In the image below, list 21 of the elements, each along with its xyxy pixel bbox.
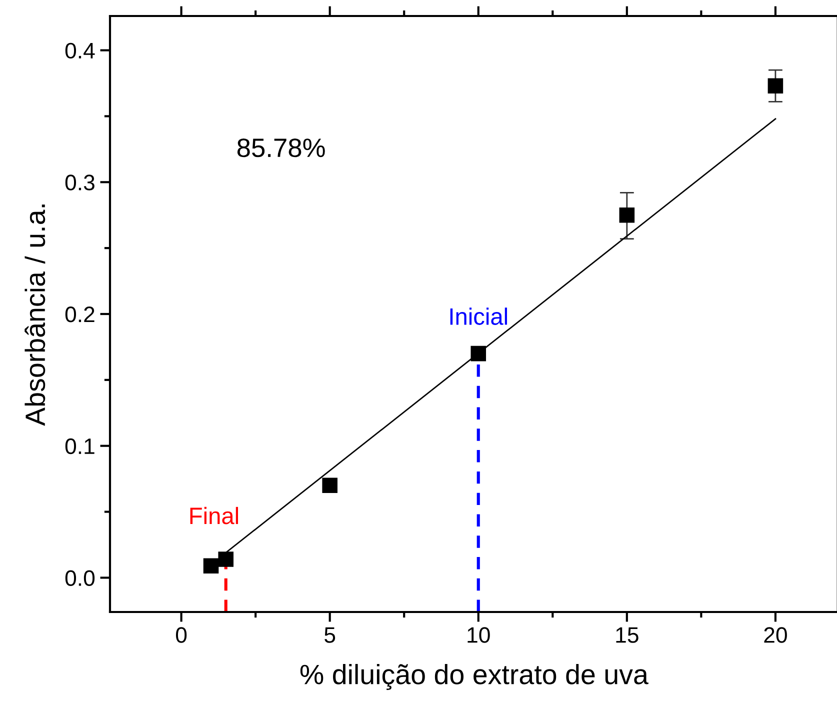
point	[768, 78, 784, 94]
point	[203, 558, 219, 574]
ref-line-label: Inicial	[450, 308, 507, 325]
y-tick-label: 0.2	[65, 306, 94, 322]
point	[218, 552, 234, 567]
annotation: 85.78%	[237, 138, 325, 158]
y-tick-label: 0.3	[65, 174, 94, 190]
point	[322, 478, 338, 494]
x-tick-label: 10	[468, 627, 490, 643]
x-tick-label: 20	[764, 627, 787, 643]
y-tick-label: 0.0	[65, 570, 95, 586]
x-tick-label: 15	[616, 627, 638, 643]
point	[470, 346, 486, 362]
x-tick-label: 5	[324, 627, 336, 643]
y-axis-title: Absorbância / u.a.	[24, 204, 46, 426]
point	[619, 207, 635, 223]
x-tick-label: 0	[176, 627, 187, 643]
x-axis-title: % diluição do extrato de uva	[300, 664, 648, 690]
y-tick-label: 0.4	[65, 42, 95, 59]
ref-line-label: Final	[190, 506, 238, 524]
y-tick-label: 0.1	[65, 438, 94, 454]
